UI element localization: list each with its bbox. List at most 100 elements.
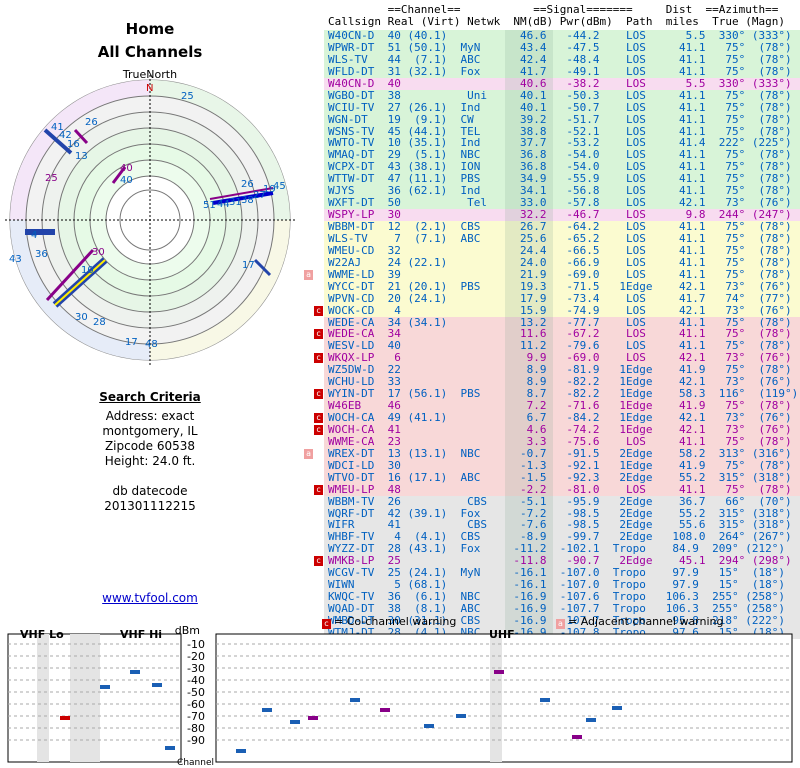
y-tick: -40 [187, 674, 205, 687]
y-tick: -50 [187, 686, 205, 699]
table-row: WDCI-LD 30 -1.3 -92.1 1Edge 41.9 75° (78… [300, 459, 800, 472]
table-row: WTVO-DT 16 (17.1) ABC -1.5 -92.3 2Edge 5… [300, 471, 800, 484]
nm-column-shade [505, 412, 553, 424]
nm-column-shade [505, 89, 553, 102]
svg-text:42: 42 [59, 130, 72, 141]
row-background [324, 531, 800, 544]
row-background [324, 232, 800, 245]
table-row: WIFR 41 CBS -7.6 -98.5 2Edge 55.6 315° (… [300, 519, 800, 532]
table-row: W40CN-D 40 40.6 -38.2 LOS 5.5 330° (333°… [300, 77, 800, 90]
nm-column-shade [505, 495, 553, 508]
table-body: W40CN-D 40 (40.1) 46.6 -44.2 LOS 5.5 330… [300, 30, 800, 639]
svg-text:10: 10 [81, 265, 94, 276]
spectrum-bars [60, 670, 622, 753]
row-background [324, 149, 800, 162]
criteria-zip: Zipcode 60538 [104, 439, 196, 453]
nm-column-shade [505, 41, 553, 54]
row-background [324, 268, 800, 281]
y-tick: -20 [187, 650, 205, 663]
vhf-lo-label: VHF Lo [20, 628, 64, 641]
row-background [324, 221, 800, 233]
row-background [324, 185, 800, 198]
co-channel-warning-icon: c [314, 556, 323, 567]
svg-text:41: 41 [51, 122, 64, 133]
row-background [324, 471, 800, 484]
table-row: WSNS-TV 45 (44.1) TEL 38.8 -52.1 LOS 41.… [300, 124, 800, 138]
co-channel-icon: c [322, 619, 331, 629]
table-row: W40CN-D 40 (40.1) 46.6 -44.2 LOS 5.5 330… [300, 30, 800, 42]
nm-column-shade [505, 567, 553, 580]
table-row: WHBF-TV 4 (4.1) CBS -8.9 -99.7 2Edge 108… [300, 531, 800, 544]
nm-column-shade [505, 232, 553, 245]
row-text: WYCC-DT 21 (20.1) PBS 19.3 -71.5 1Edge 4… [328, 279, 792, 293]
table-row: WTTW-DT 47 (11.1) PBS 34.9 -55.9 LOS 41.… [300, 172, 800, 186]
nm-column-shade [505, 101, 553, 114]
row-background [324, 591, 800, 603]
row-background [324, 603, 800, 615]
svg-text:44: 44 [217, 199, 230, 210]
row-text: WSNS-TV 45 (44.1) TEL 38.8 -52.1 LOS 41.… [328, 124, 792, 138]
channel-axis-label: Channel [177, 758, 214, 768]
row-text: KWQC-TV 36 (6.1) NBC -16.9 -107.6 Tropo … [328, 590, 785, 604]
nm-column-shade [505, 614, 553, 627]
table-row: WLS-TV 44 (7.1) ABC 42.4 -48.4 LOS 41.1 … [300, 53, 800, 66]
spectrum-frames [7, 633, 793, 763]
table-row: WPVN-CD 20 (24.1) 17.9 -73.4 LOS 41.7 74… [300, 292, 800, 305]
row-background [324, 125, 800, 138]
y-tick: -10 [187, 638, 205, 651]
table-row: c WKQX-LP 6 9.9 -69.0 LOS 42.1 73° (76°) [300, 352, 800, 365]
table-row: WZ5DW-D 22 8.9 -81.9 1Edge 41.9 75° (78°… [300, 364, 800, 377]
row-background [324, 459, 800, 472]
table-row: W22AJ 24 (22.1) 24.0 -66.9 LOS 41.1 75° … [300, 256, 800, 269]
nm-column-shade [505, 173, 553, 186]
row-text: WWME-CA 23 3.3 -75.6 LOS 41.1 75° (78°) [328, 434, 792, 448]
table-row: c WOCH-CA 41 4.6 -74.2 1Edge 42.1 73° (76… [300, 422, 800, 436]
nm-column-shade [505, 197, 553, 210]
nm-column-shade [505, 125, 553, 138]
row-background [324, 256, 800, 269]
nm-column-shade [505, 209, 553, 221]
svg-text:30: 30 [75, 312, 88, 323]
row-background [324, 101, 800, 114]
nm-column-shade [505, 591, 553, 603]
table-row: WMAQ-DT 29 (5.1) NBC 36.8 -54.0 LOS 41.1… [300, 149, 800, 162]
row-text: WYIN-DT 17 (56.1) PBS 8.7 -82.2 1Edge 58… [328, 387, 799, 401]
nm-column-shade [505, 30, 553, 42]
svg-text:17: 17 [125, 337, 138, 348]
row-background [324, 113, 800, 126]
table-row: WIWN 5 (68.1) -16.1 -107.0 Tropo 97.9 15… [300, 579, 800, 592]
co-channel-warning-icon: c [314, 389, 323, 400]
table-row: WBBM-DT 12 (2.1) CBS 26.7 -64.2 LOS 41.1… [300, 221, 800, 233]
row-text: WJYS 36 (62.1) Ind 34.1 -56.8 LOS 41.1 7… [328, 184, 792, 198]
row-text: W40CN-D 40 (40.1) 46.6 -44.2 LOS 5.5 330… [328, 29, 792, 42]
table-row: KWQC-TV 36 (6.1) NBC -16.9 -107.6 Tropo … [300, 591, 800, 603]
row-text: WOCH-CA 41 4.6 -74.2 1Edge 42.1 73° (76°… [328, 422, 792, 436]
adjacent-channel-legend: a = Adjacent channel warning [556, 615, 724, 629]
nm-column-shade [505, 423, 553, 436]
row-text: WBBM-DT 12 (2.1) CBS 26.7 -64.2 LOS 41.1… [328, 220, 792, 233]
co-channel-legend-label: = Co-channel warning [334, 615, 457, 628]
row-background [324, 89, 800, 102]
row-text: WWME-LD 39 21.9 -69.0 LOS 41.1 75° (78°) [328, 267, 792, 281]
table-row: WQRF-DT 42 (39.1) Fox -7.2 -98.5 2Edge 5… [300, 507, 800, 520]
db-datecode-label: db datecode [112, 484, 188, 498]
svg-text:31: 31 [229, 197, 242, 208]
row-text: WFLD-DT 31 (32.1) Fox 41.7 -49.1 LOS 41.… [328, 64, 792, 78]
row-background [324, 388, 800, 401]
row-text: WTTW-DT 47 (11.1) PBS 34.9 -55.9 LOS 41.… [328, 172, 792, 186]
row-background [324, 447, 800, 460]
tvfool-link[interactable]: www.tvfool.com [102, 591, 198, 605]
row-background [324, 316, 800, 329]
svg-text:40: 40 [120, 163, 133, 174]
table-row: WGN-DT 19 (9.1) CW 39.2 -51.7 LOS 41.1 7… [300, 113, 800, 126]
radar-rings [5, 75, 295, 365]
row-background [324, 364, 800, 377]
nm-column-shade [505, 65, 553, 78]
row-background [324, 435, 800, 448]
nm-column-shade [505, 268, 553, 281]
row-text: WWTO-TV 10 (35.1) Ind 37.7 -53.2 LOS 41.… [328, 136, 792, 150]
nm-column-shade [505, 603, 553, 615]
true-north-label: TrueNorth [122, 68, 178, 81]
table-row: WWME-CA 23 3.3 -75.6 LOS 41.1 75° (78°) [300, 434, 800, 448]
row-background [324, 197, 800, 210]
